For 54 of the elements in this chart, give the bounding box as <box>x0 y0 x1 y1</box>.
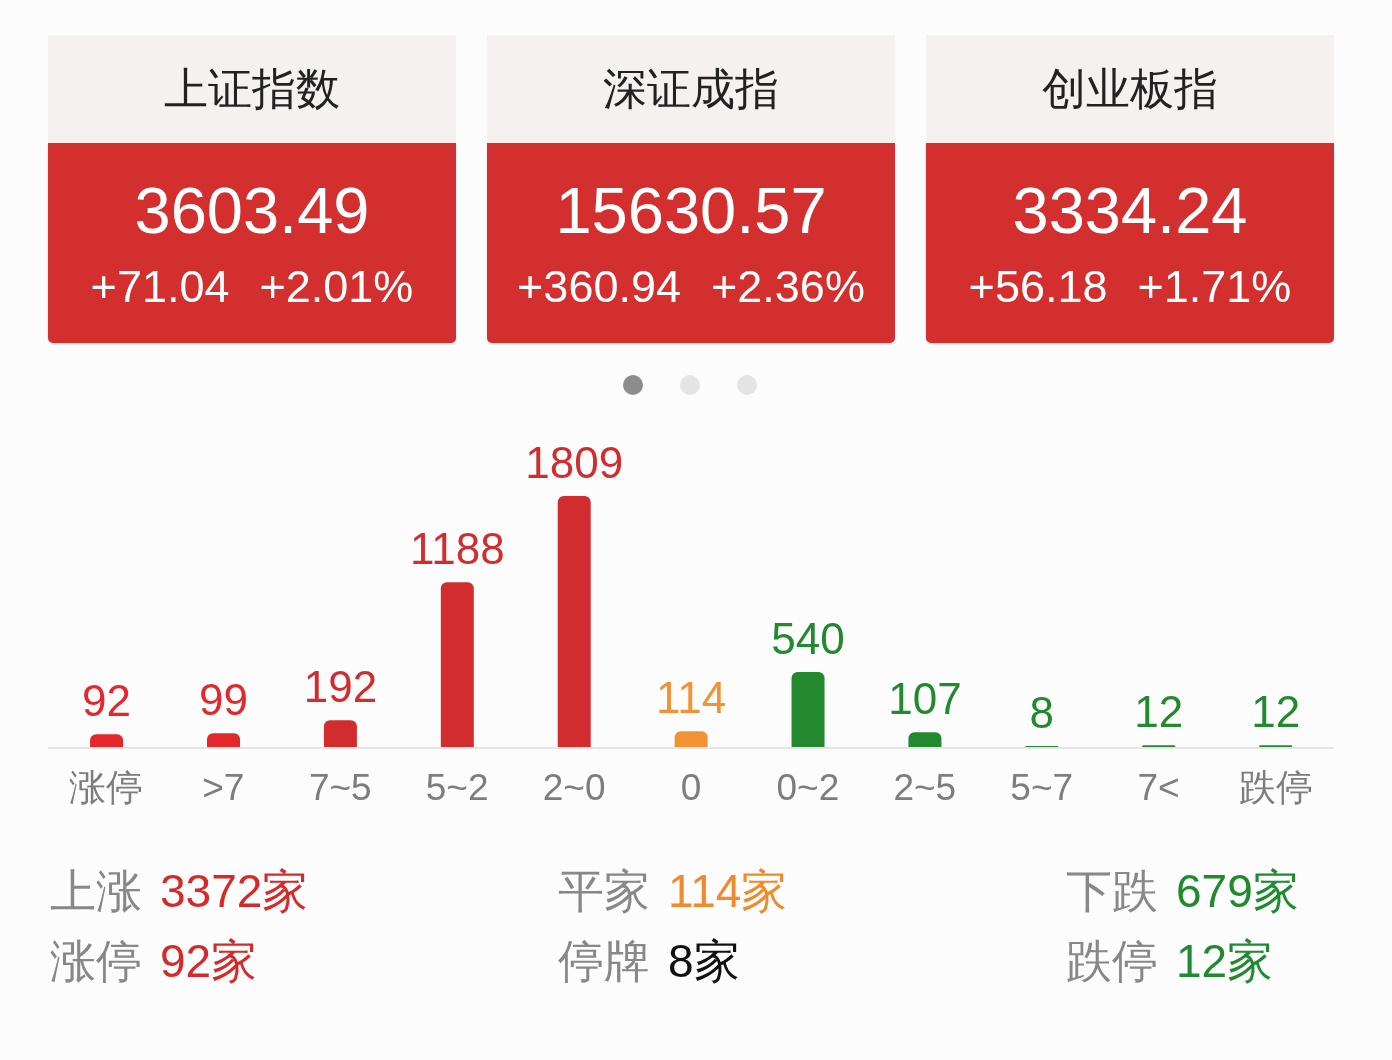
text: +2.36% <box>711 261 865 312</box>
text: 上证指数 <box>164 62 340 115</box>
data-label: 8 <box>1029 687 1055 737</box>
text: 92家 <box>160 935 258 987</box>
x-tick-label: 涨停 <box>69 767 144 808</box>
x-tick-label: 7~5 <box>308 767 372 808</box>
data-label: 92 <box>82 676 132 726</box>
text: 3372家 <box>160 865 309 917</box>
data-label: 540 <box>771 614 845 664</box>
bar <box>557 496 591 747</box>
x-tick-label: 7< <box>1137 767 1180 808</box>
text: +2.01% <box>259 261 414 312</box>
data-label: 12 <box>1251 687 1301 737</box>
x-tick-label: 2~5 <box>893 767 957 808</box>
bar <box>674 731 708 747</box>
text: 深证成指 <box>603 62 779 115</box>
text: 8家 <box>668 935 740 987</box>
text: 涨停 <box>50 935 142 987</box>
text: 跌停 <box>1066 935 1158 987</box>
x-tick-label: >7 <box>202 767 245 808</box>
text: 下跌 <box>1066 865 1158 917</box>
text: 创业板指 <box>1042 62 1218 115</box>
data-label: 99 <box>199 675 248 725</box>
text: +71.04 <box>90 261 230 312</box>
x-tick-label: 2~0 <box>542 767 606 808</box>
text: 停牌 <box>558 935 650 987</box>
text: +56.18 <box>968 261 1108 312</box>
data-label: 192 <box>303 662 378 712</box>
x-tick-label: 0 <box>680 767 702 808</box>
text: +360.94 <box>517 261 682 312</box>
text: 上涨 <box>50 865 142 917</box>
data-label: 1188 <box>410 524 505 574</box>
text: 平家 <box>558 865 650 917</box>
bar <box>908 732 942 747</box>
data-label: 107 <box>888 674 962 724</box>
bar <box>791 672 825 747</box>
text: +1.71% <box>1137 261 1292 312</box>
text: 15630.57 <box>555 174 827 247</box>
text: 679家 <box>1176 865 1299 917</box>
text: 114家 <box>668 865 788 917</box>
bar <box>90 734 124 747</box>
text: 12家 <box>1176 935 1274 987</box>
text: 3334.24 <box>1012 174 1248 247</box>
x-tick-label: 0~2 <box>776 767 840 808</box>
bar <box>207 733 240 747</box>
data-label: 1809 <box>525 438 624 487</box>
bar <box>440 582 474 747</box>
x-tick-label: 5~7 <box>1010 767 1074 808</box>
data-label: 12 <box>1134 687 1184 737</box>
x-tick-label: 5~2 <box>425 767 489 808</box>
text: 3603.49 <box>134 174 370 247</box>
data-label: 114 <box>656 673 727 723</box>
x-tick-label: 跌停 <box>1238 767 1313 808</box>
bar <box>323 720 357 747</box>
